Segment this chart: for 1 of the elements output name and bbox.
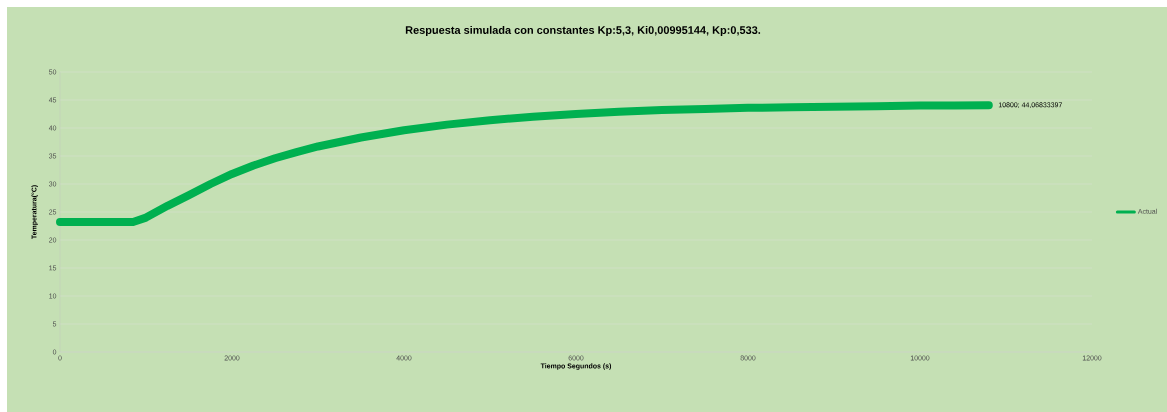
chart-title: Respuesta simulada con constantes Kp:5,3, Ki0,00995144, Kp:0,533. (405, 25, 761, 37)
